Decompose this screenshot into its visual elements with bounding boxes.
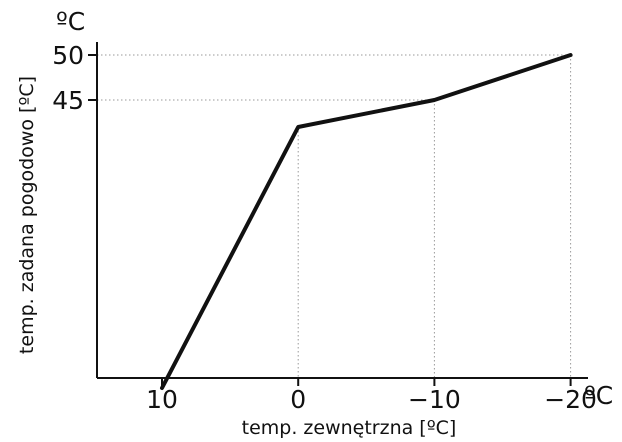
y-tick-label: 50	[52, 41, 84, 70]
x-tick-label: −10	[408, 385, 461, 414]
y-axis-label: temp. zadana pogodowo [ºC]	[16, 76, 38, 354]
x-tick-label: 0	[290, 385, 306, 414]
y-unit-label: ºC	[56, 7, 85, 36]
series-line	[160, 53, 573, 390]
y-ticks: 50 45	[52, 41, 97, 115]
series-group	[160, 53, 573, 390]
reference-lines	[97, 54, 572, 378]
x-unit-label: ºC	[584, 381, 613, 410]
y-tick-label: 45	[52, 86, 84, 115]
x-axis-label: temp. zewnętrzna [ºC]	[242, 417, 457, 439]
x-tick-label: −20	[544, 385, 597, 414]
x-ticks: 10 0 −10 −20	[146, 378, 597, 414]
